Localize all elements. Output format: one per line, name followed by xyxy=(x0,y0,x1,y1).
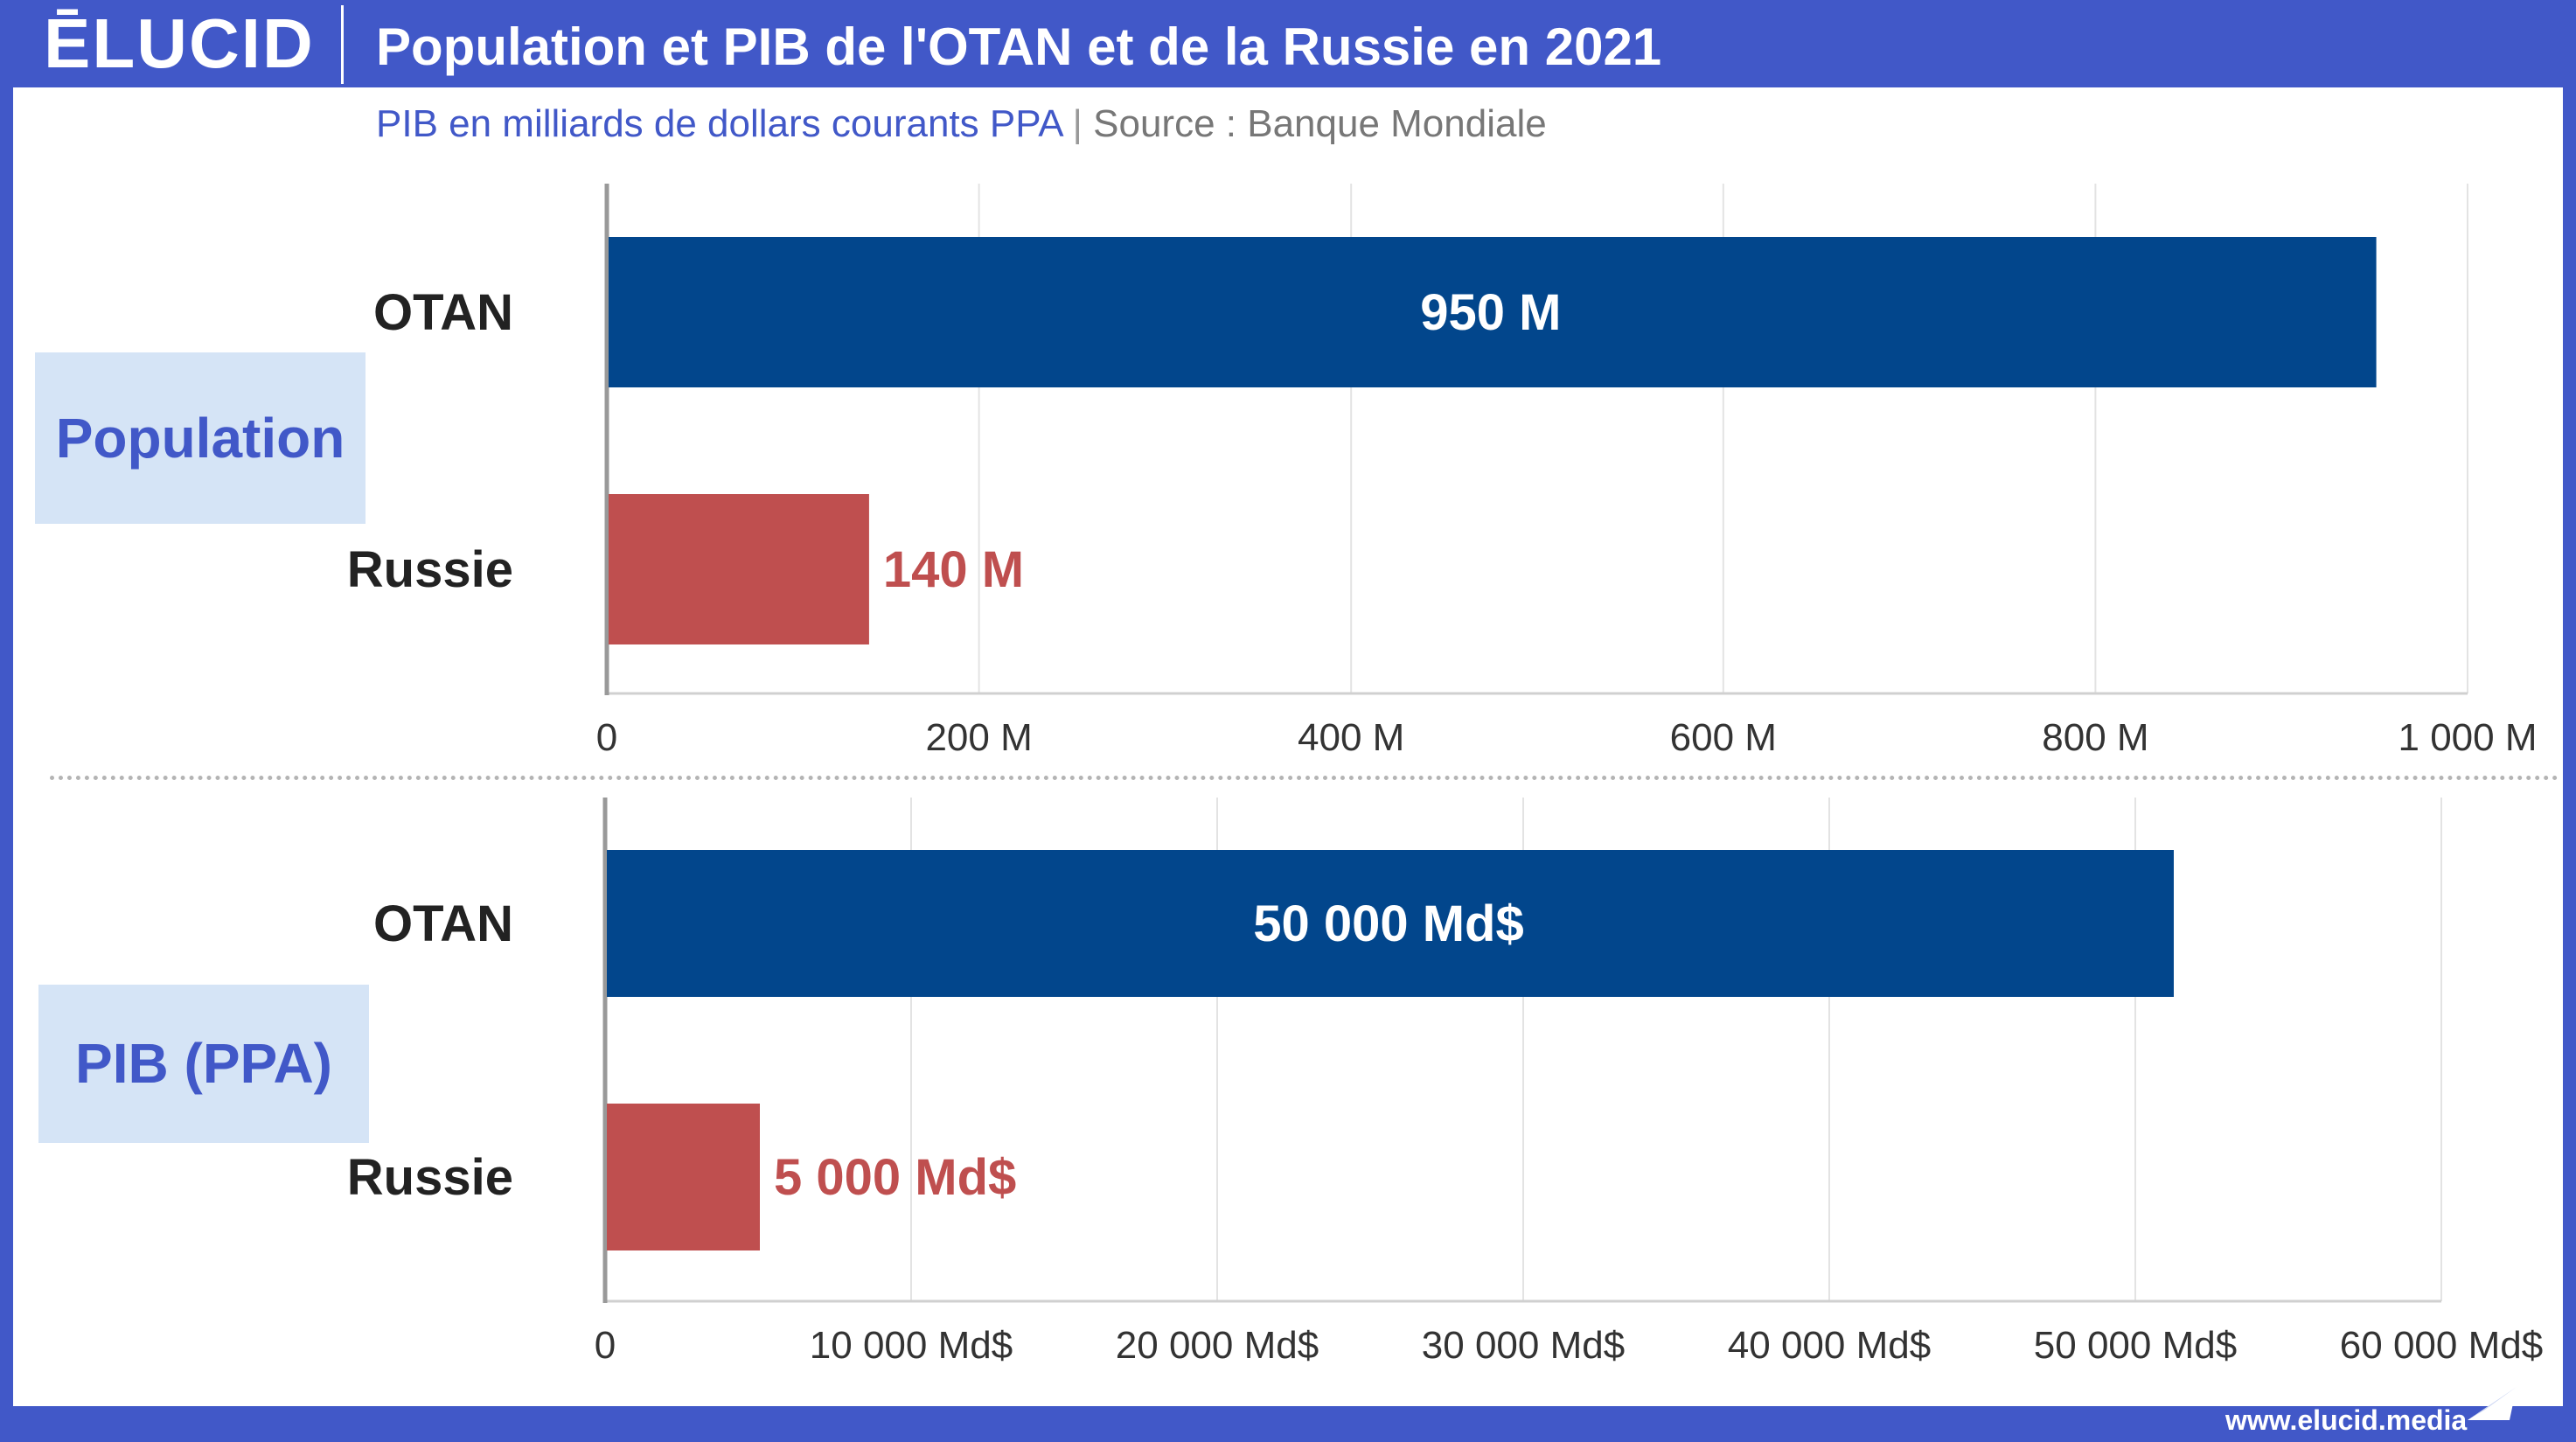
y-category-label: Russie xyxy=(347,541,513,598)
x-tick-label: 60 000 Md$ xyxy=(2340,1324,2543,1367)
x-tick-label: 800 M xyxy=(2042,716,2148,759)
x-tick-label: 600 M xyxy=(1670,716,1777,759)
data-label: 50 000 Md$ xyxy=(1253,895,1524,952)
bar-charts: 0 200 M 400 M 600 M 800 M 1 000 M OTAN 950 M Rus… xyxy=(347,184,2543,1367)
x-tick-label: 20 000 Md$ xyxy=(1116,1324,1319,1367)
x-tick-label: 10 000 Md$ xyxy=(810,1324,1013,1367)
pib-group-label: PIB (PPA) xyxy=(38,985,369,1143)
x-tick-label: 0 xyxy=(595,1324,616,1367)
chart-subtitle: PIB en milliards de dollars courants PPA… xyxy=(376,98,1547,150)
data-label: 950 M xyxy=(1420,284,1561,341)
page-title: Population et PIB de l'OTAN et de la Rus… xyxy=(376,17,1662,76)
bar-russie xyxy=(609,494,869,644)
footer-url: www.elucid.media xyxy=(2225,1404,2468,1436)
bar-otan xyxy=(607,850,2174,997)
x-tick-label: 0 xyxy=(596,716,617,759)
logo-divider xyxy=(341,5,344,84)
elucid-arrow-icon xyxy=(2468,1387,2517,1420)
population-group-label: Population xyxy=(35,352,366,524)
chart-panel: PIB en milliards de dollars courants PPA… xyxy=(13,87,2563,1406)
bar-otan xyxy=(609,237,2377,387)
x-tick-label: 1 000 M xyxy=(2398,716,2538,759)
x-tick-label: 400 M xyxy=(1298,716,1404,759)
x-tick-label: 30 000 Md$ xyxy=(1422,1324,1625,1367)
bar-russie xyxy=(607,1104,760,1250)
y-category-label: OTAN xyxy=(373,895,513,952)
y-category-label: Russie xyxy=(347,1149,513,1206)
header-bar: ĒLUCID Population et PIB de l'OTAN et de… xyxy=(0,0,2576,87)
data-label: 5 000 Md$ xyxy=(774,1149,1016,1206)
y-category-label: OTAN xyxy=(373,284,513,341)
x-tick-label: 50 000 Md$ xyxy=(2034,1324,2237,1367)
elucid-logo: ĒLUCID xyxy=(44,4,315,82)
data-label: 140 M xyxy=(883,541,1024,598)
section-divider xyxy=(50,776,2559,780)
subtitle-separator: | xyxy=(1072,102,1083,145)
x-tick-label: 200 M xyxy=(925,716,1032,759)
subtitle-text: PIB en milliards de dollars courants PPA xyxy=(376,102,1062,145)
subtitle-source: Source : Banque Mondiale xyxy=(1093,102,1547,145)
x-tick-label: 40 000 Md$ xyxy=(1728,1324,1931,1367)
